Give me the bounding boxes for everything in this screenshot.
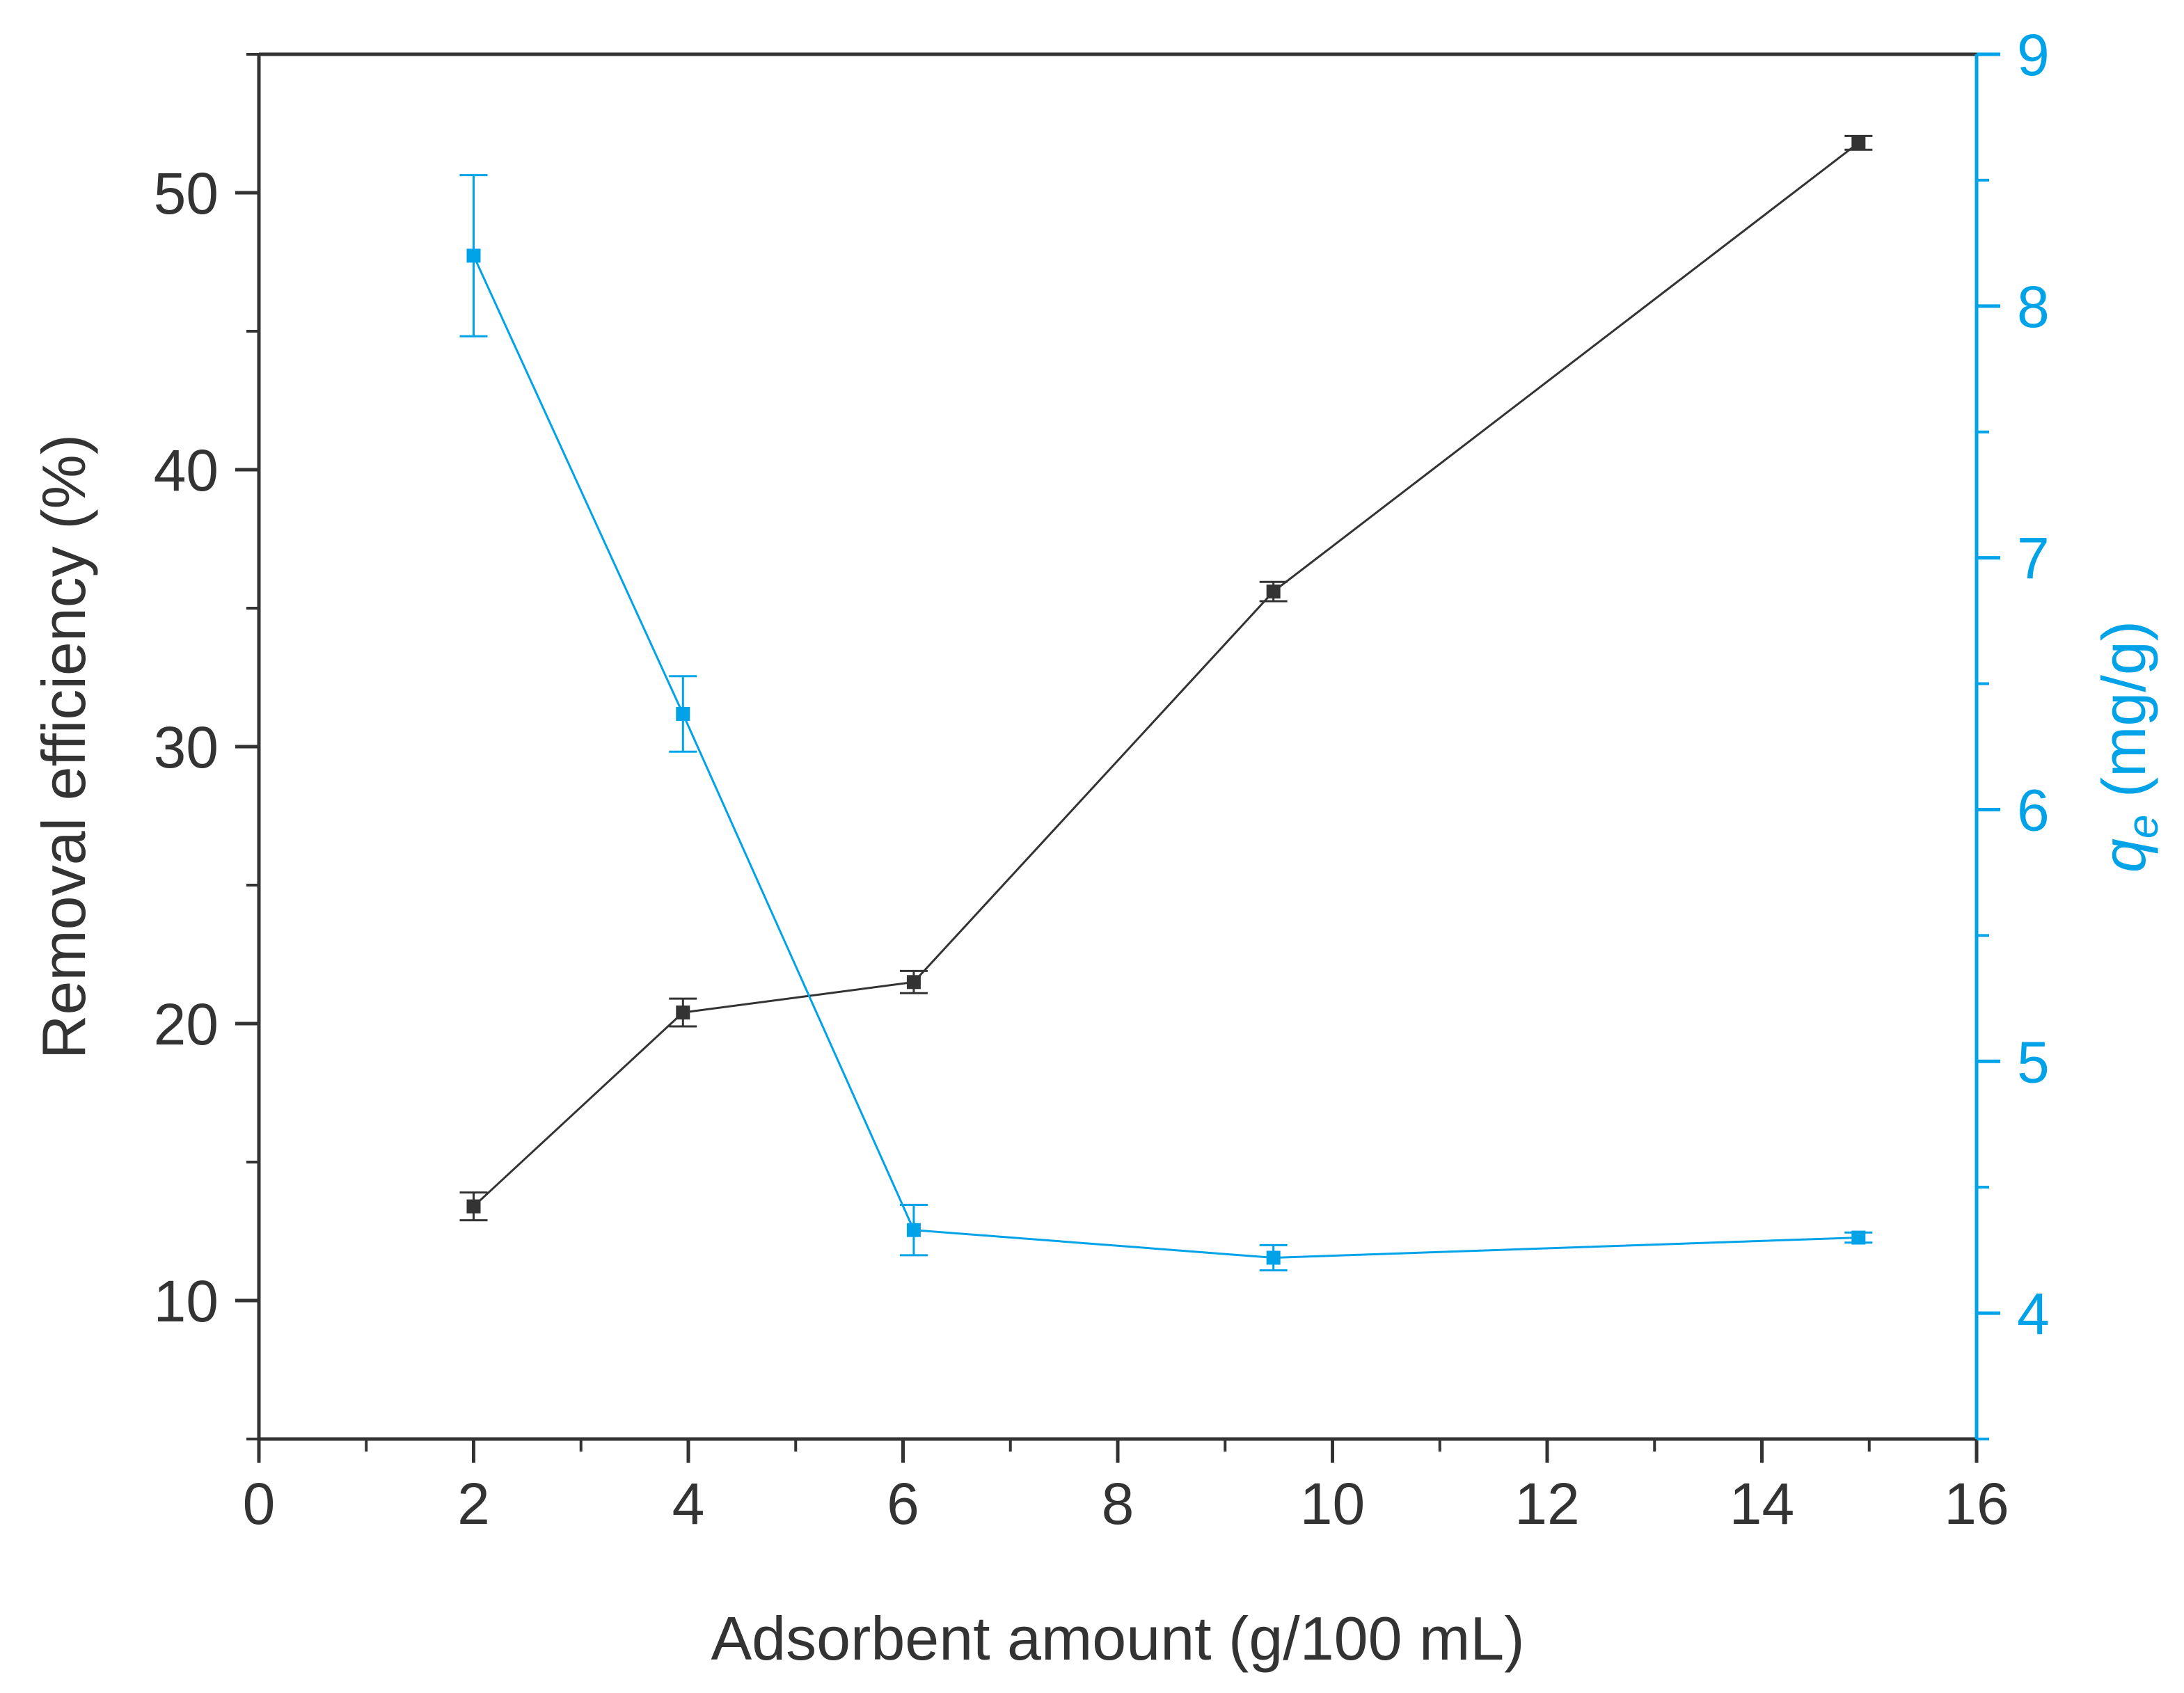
series-2-point xyxy=(1266,1250,1281,1265)
y-right-tick-label: 8 xyxy=(2017,274,2050,340)
x-tick-label: 12 xyxy=(1514,1471,1579,1536)
x-tick-label: 8 xyxy=(1102,1471,1134,1536)
series-layer xyxy=(459,134,1873,1272)
x-tick-label: 4 xyxy=(672,1471,705,1536)
y-right-tick-label: 4 xyxy=(2017,1281,2050,1346)
axes: 0 2 4 6 8 10 12 14 16 10 20 30 40 50 4 5 6 7 8 9 xyxy=(154,22,2050,1536)
series-1-point xyxy=(906,975,921,989)
x-tick-label: 10 xyxy=(1300,1471,1365,1536)
series-2 xyxy=(459,174,1873,1272)
y-right-axis-title-unit: (mg/g) xyxy=(2089,621,2158,815)
y-left-tick-label: 40 xyxy=(154,438,219,503)
series-1-point xyxy=(1266,585,1281,599)
y-left-tick-label: 30 xyxy=(154,715,219,780)
series-2-point xyxy=(906,1223,921,1237)
series-2-line xyxy=(473,255,1859,1259)
y-right-axis-title-symbol: q xyxy=(2089,838,2158,873)
x-tick-label: 2 xyxy=(457,1471,490,1536)
y-right-axis-title-subscript: e xyxy=(2119,815,2167,838)
series-2-point xyxy=(1851,1230,1866,1245)
y-right-tick-label: 9 xyxy=(2017,22,2050,88)
x-tick-label: 16 xyxy=(1944,1471,2009,1536)
series-2-point xyxy=(676,706,690,721)
series-1-line xyxy=(473,142,1860,1207)
y-left-axis-title: Removal efficiency (%) xyxy=(29,434,98,1059)
x-tick-label: 0 xyxy=(243,1471,276,1536)
x-axis-title: Adsorbent amount (g/100 mL) xyxy=(711,1604,1524,1673)
y-right-axis-title: qe (mg/g) xyxy=(2089,621,2167,873)
series-2-point xyxy=(466,248,481,263)
x-tick-label: 14 xyxy=(1730,1471,1794,1536)
y-right-tick-label: 5 xyxy=(2017,1029,2050,1095)
series-1-point xyxy=(466,1199,481,1214)
y-left-tick-label: 20 xyxy=(154,992,219,1057)
y-right-tick-label: 7 xyxy=(2017,526,2050,591)
series-1-point xyxy=(676,1006,690,1020)
y-left-tick-label: 10 xyxy=(154,1269,219,1334)
series-1-point xyxy=(1851,136,1866,150)
y-left-tick-label: 50 xyxy=(154,161,219,226)
series-1 xyxy=(459,134,1873,1222)
x-tick-label: 6 xyxy=(887,1471,919,1536)
y-right-tick-label: 6 xyxy=(2017,777,2050,843)
